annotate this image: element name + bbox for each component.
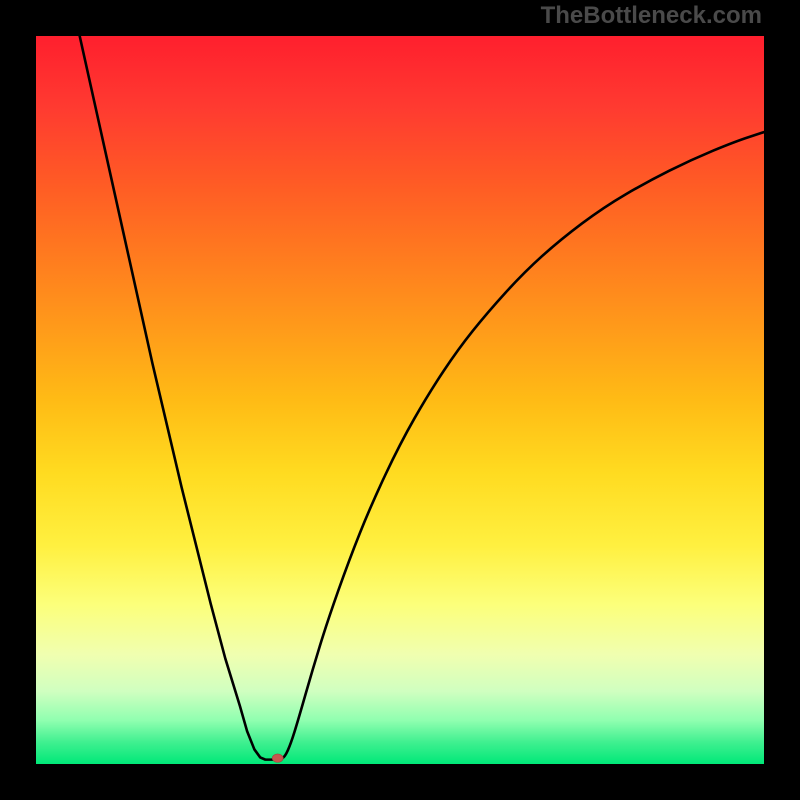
watermark-text: TheBottleneck.com bbox=[541, 2, 762, 30]
plot-area bbox=[36, 36, 764, 764]
gradient-background bbox=[36, 36, 764, 764]
chart-svg bbox=[36, 36, 764, 764]
vertex-marker bbox=[272, 754, 283, 762]
outer-frame: TheBottleneck.com bbox=[0, 0, 800, 800]
